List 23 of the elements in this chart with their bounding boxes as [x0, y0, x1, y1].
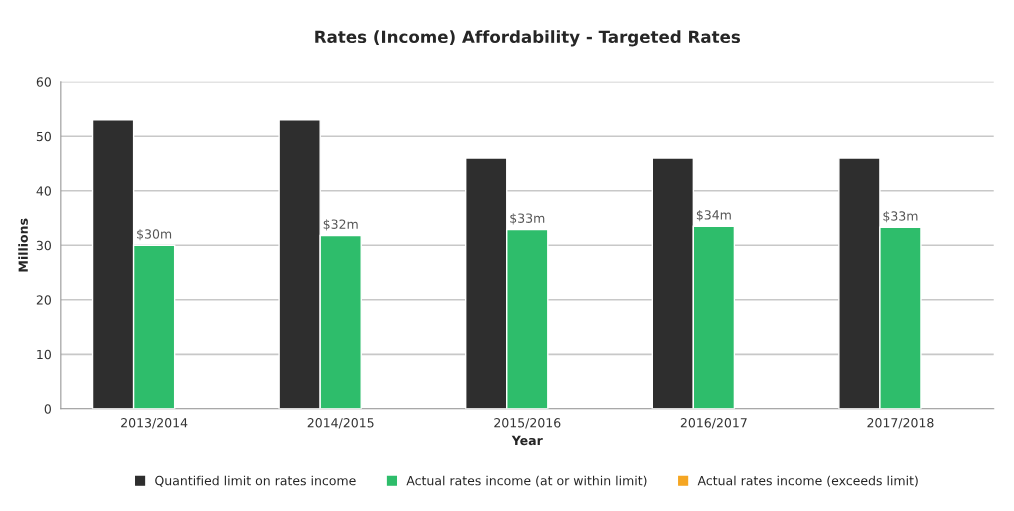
y-tick-label: 20 [36, 295, 51, 305]
y-tick-label: 60 [36, 77, 51, 87]
data-label: $32m [323, 219, 358, 231]
x-tick-label: 2016/2017 [680, 418, 747, 429]
y-tick-label: 0 [44, 404, 51, 414]
y-axis-title: Millions [18, 218, 28, 272]
chart-title: Rates (Income) Affordability - Targeted Rates [315, 30, 741, 47]
y-tick-label: 10 [37, 349, 51, 360]
data-label: $33m [883, 211, 918, 223]
data-label: $34m [696, 209, 731, 222]
data-label: $33m [510, 213, 545, 225]
x-tick-label: 2015/2016 [494, 418, 561, 429]
legend-label: Quantified limit on rates income [155, 475, 356, 487]
data-label: $30m [137, 229, 172, 241]
y-tick-label: 50 [36, 131, 51, 142]
x-tick-label: 2013/2014 [121, 418, 188, 429]
legend-label: Actual rates income (at or within limit) [406, 475, 647, 487]
x-tick-label: 2017/2018 [867, 418, 934, 429]
legend-label: Actual rates income (exceeds limit) [697, 475, 918, 487]
y-tick-label: 40 [36, 186, 51, 196]
y-tick-label: 30 [36, 240, 51, 251]
x-axis-title: Year [511, 435, 543, 446]
x-tick-label: 2014/2015 [307, 418, 374, 429]
